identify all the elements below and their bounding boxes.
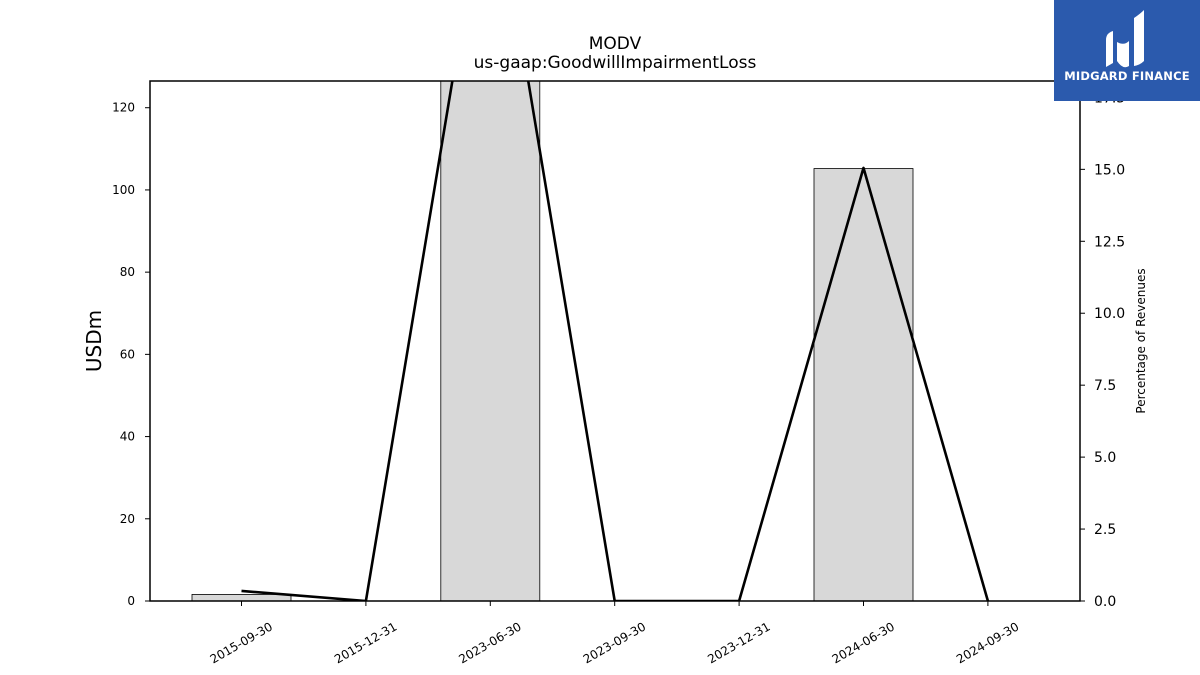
x-tick-label: 2015-12-31 [332, 619, 399, 666]
x-tick-label: 2015-09-30 [208, 619, 275, 666]
y-left-tick-label: 40 [120, 430, 135, 444]
y-left-tick-label: 20 [120, 512, 135, 526]
y-right-tick-label: 2.5 [1094, 522, 1116, 538]
y-axis-right-label: Percentage of Revenues [1134, 268, 1148, 413]
logo-mark-icon [1106, 10, 1144, 68]
y-axis-left-label: USDm [82, 310, 106, 372]
logo-text: MIDGARD FINANCE [1064, 69, 1190, 83]
y-left-tick-label: 100 [112, 183, 135, 197]
brand-logo: MIDGARD FINANCE [1054, 0, 1200, 101]
y-right-tick-label: 15.0 [1094, 162, 1125, 178]
y-right-tick-label: 10.0 [1094, 306, 1125, 322]
y-right-tick-label: 12.5 [1094, 234, 1125, 250]
line-series-percentage [241, 81, 990, 601]
bar-2023-06-30 [440, 81, 541, 601]
y-right-tick-label: 0.0 [1094, 594, 1116, 610]
y-right-tick-label: 7.5 [1094, 378, 1116, 394]
bar-2015-09-30 [191, 594, 292, 601]
y-right-tick-label: 5.0 [1094, 450, 1116, 466]
x-tick-label: 2023-09-30 [581, 619, 648, 666]
chart-title: MODV [589, 34, 642, 54]
y-left-tick-label: 60 [120, 347, 135, 361]
plot-area: 0204060801001200.02.55.07.510.012.515.01… [112, 80, 1125, 666]
x-tick-label: 2024-09-30 [954, 619, 1021, 666]
y-left-tick-label: 120 [112, 101, 135, 115]
x-tick-label: 2024-06-30 [830, 619, 897, 666]
bar-2024-06-30 [813, 168, 914, 601]
y-left-tick-label: 0 [127, 594, 135, 608]
chart-subtitle: us-gaap:GoodwillImpairmentLoss [474, 53, 757, 73]
plot-frame [149, 80, 1081, 602]
y-left-tick-label: 80 [120, 265, 135, 279]
plot-series [191, 81, 990, 601]
x-tick-label: 2023-06-30 [456, 619, 523, 666]
x-tick-label: 2023-12-31 [705, 619, 772, 666]
